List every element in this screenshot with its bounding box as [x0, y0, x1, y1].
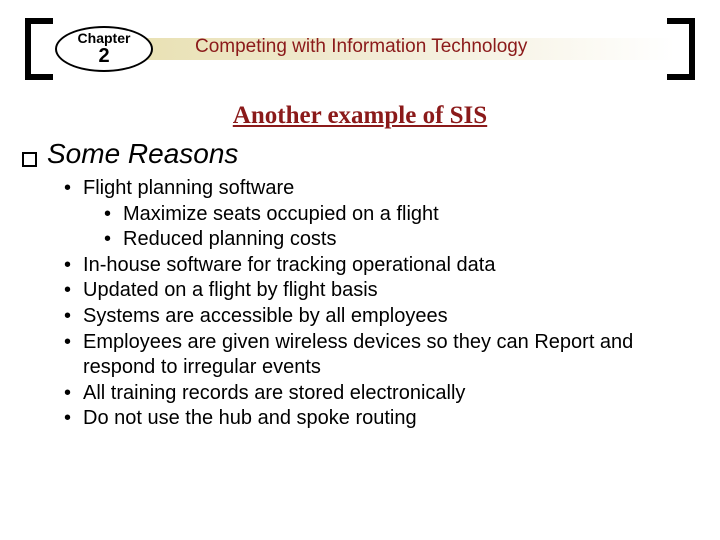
- bullet-text: All training records are stored electron…: [83, 381, 698, 407]
- bracket-decoration: [689, 18, 695, 80]
- bullet-dot-icon: •: [64, 406, 71, 432]
- bullet-dot-icon: •: [64, 253, 71, 279]
- bullet-text: Employees are given wireless devices so …: [83, 330, 698, 381]
- chapter-badge: Chapter 2: [55, 26, 153, 72]
- header-title: Competing with Information Technology: [195, 36, 527, 58]
- bullet-item: • Updated on a flight by flight basis: [64, 278, 698, 304]
- bullet-item: •Employees are given wireless devices so…: [64, 330, 698, 381]
- bullet-dot-icon: •: [64, 304, 71, 330]
- bullet-text: In-house software for tracking operation…: [83, 253, 698, 279]
- bracket-decoration: [25, 74, 53, 80]
- bullet-dot-icon: •: [64, 381, 71, 407]
- chapter-number: 2: [98, 45, 109, 67]
- bullet-item: • All training records are stored electro…: [64, 381, 698, 407]
- sub-bullet-item: • Maximize seats occupied on a flight: [104, 202, 698, 228]
- bullet-list: •Flight planning software•Maximize seats…: [64, 176, 698, 432]
- bullet-text: Systems are accessible by all employees: [83, 304, 698, 330]
- sub-bullet-item: • Reduced planning costs: [104, 227, 698, 253]
- bullet-item: • Do not use the hub and spoke routing: [64, 406, 698, 432]
- bullet-dot-icon: •: [64, 176, 71, 202]
- bullet-dot-icon: •: [64, 278, 71, 304]
- bullet-text: Do not use the hub and spoke routing: [83, 406, 698, 432]
- bullet-text: Updated on a flight by flight basis: [83, 278, 698, 304]
- bullet-item: • Systems are accessible by all employees: [64, 304, 698, 330]
- bullet-dot-icon: •: [104, 227, 111, 253]
- section-heading-row: Some Reasons: [22, 138, 698, 170]
- bullet-item: • Flight planning software: [64, 176, 698, 202]
- bullet-item: • In-house software for tracking operatio…: [64, 253, 698, 279]
- bullet-dot-icon: •: [64, 330, 71, 381]
- bullet-text: Maximize seats occupied on a flight: [123, 202, 698, 228]
- section-heading: Some Reasons: [47, 138, 238, 170]
- bracket-decoration: [667, 74, 695, 80]
- content-area: Some Reasons •Flight planning software•M…: [22, 138, 698, 432]
- chapter-label: Chapter: [78, 31, 131, 45]
- bullet-text: Flight planning software: [83, 176, 698, 202]
- bracket-decoration: [25, 18, 31, 80]
- header-frame: Chapter 2 Competing with Information Tec…: [25, 18, 695, 80]
- slide-subtitle: Another example of SIS: [0, 102, 720, 130]
- bullet-text: Reduced planning costs: [123, 227, 698, 253]
- bullet-dot-icon: •: [104, 202, 111, 228]
- checkbox-bullet-icon: [22, 152, 37, 167]
